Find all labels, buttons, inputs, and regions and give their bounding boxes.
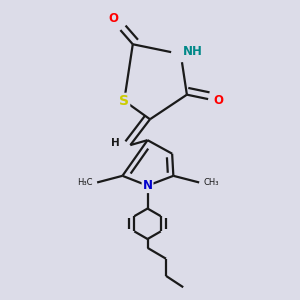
Text: H₃C: H₃C xyxy=(78,178,93,187)
Text: NH: NH xyxy=(183,45,202,58)
Text: O: O xyxy=(109,12,118,25)
Text: S: S xyxy=(119,94,129,108)
Text: O: O xyxy=(213,94,224,107)
Text: N: N xyxy=(142,179,152,192)
Text: H: H xyxy=(111,138,120,148)
Text: CH₃: CH₃ xyxy=(203,178,219,187)
